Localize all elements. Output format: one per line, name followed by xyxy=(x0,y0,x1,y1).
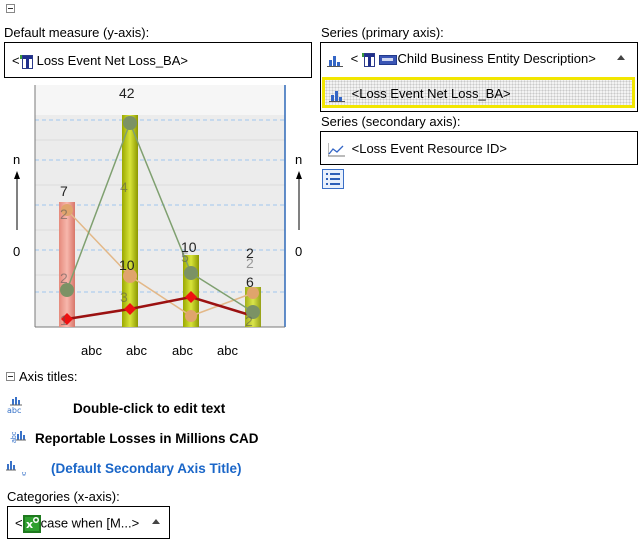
y-axis-title-icon: abc xyxy=(6,426,26,446)
left-axis-label: n xyxy=(13,152,21,167)
categories-suffix: > xyxy=(131,515,140,531)
series-item-resource[interactable]: <Loss Event Resource ID> xyxy=(327,141,507,157)
series-primary-label: Series (primary axis): xyxy=(321,25,444,40)
svg-text:2: 2 xyxy=(60,206,68,222)
default-measure-suffix: > xyxy=(180,53,188,68)
right-axis-label: n xyxy=(295,152,303,167)
chart-preview-svg: 7 42 10 10 2 6 2 4 5 2 2 3 1 2 xyxy=(14,85,302,329)
svg-text:2: 2 xyxy=(246,245,254,261)
calculation-icon: x xyxy=(22,515,41,533)
series-secondary-list[interactable]: <Loss Event Resource ID> xyxy=(320,131,638,165)
collapse-toggle-top[interactable] xyxy=(6,4,15,13)
svg-text:abc: abc xyxy=(21,471,26,476)
series-item-value: Child Business Entity Description xyxy=(397,51,589,66)
y2-axis-title[interactable]: (Default Secondary Axis Title) xyxy=(51,461,242,476)
svg-text:2: 2 xyxy=(60,270,68,286)
x-tick-label: abc xyxy=(126,343,147,358)
categories-field[interactable]: < x case when [M...> xyxy=(7,506,170,539)
entity-icon xyxy=(379,54,398,66)
x-tick-label: abc xyxy=(81,343,102,358)
svg-text:1: 1 xyxy=(60,312,68,328)
svg-text:4: 4 xyxy=(120,179,128,195)
svg-text:7: 7 xyxy=(60,183,68,199)
svg-text:10: 10 xyxy=(181,239,197,255)
chevron-up-icon[interactable] xyxy=(152,519,160,524)
series-item-selected[interactable]: <Loss Event Net Loss_BA> xyxy=(322,77,635,108)
series-item-value: <Loss Event Resource ID> xyxy=(351,141,507,156)
series-item-value: <Loss Event Net Loss_BA> xyxy=(351,86,511,101)
svg-text:abc: abc xyxy=(11,431,18,443)
y2-axis-title-icon: abc xyxy=(6,456,28,483)
y-axis-title[interactable]: Reportable Losses in Millions CAD xyxy=(35,431,259,446)
series-item-prefix: < xyxy=(350,51,359,66)
x-tick-label: abc xyxy=(172,343,193,358)
default-measure-value: Loss Event Net Loss_BA xyxy=(36,53,181,68)
line-series-icon xyxy=(327,142,345,157)
measure-icon xyxy=(19,54,34,69)
collapse-toggle-axis-titles[interactable] xyxy=(6,372,15,381)
svg-text:10: 10 xyxy=(119,257,135,273)
right-axis-zero: 0 xyxy=(295,244,303,259)
bar-series-icon xyxy=(327,53,343,67)
x-axis-title-icon: abc xyxy=(6,396,26,416)
svg-text:2: 2 xyxy=(245,313,253,329)
series-primary-list[interactable]: < Child Business Entity Description> <Lo… xyxy=(320,42,638,112)
series-item-entity[interactable]: < Child Business Entity Description> xyxy=(327,51,596,67)
categories-value: case when [M... xyxy=(40,515,132,531)
default-measure-label: Default measure (y-axis): xyxy=(4,25,150,40)
series-secondary-label: Series (secondary axis): xyxy=(321,114,461,129)
x-axis-title[interactable]: Double-click to edit text xyxy=(73,401,226,416)
svg-text:3: 3 xyxy=(120,289,128,305)
default-measure-prefix: < xyxy=(12,53,20,68)
categories-prefix: < xyxy=(15,515,23,531)
svg-text:5: 5 xyxy=(181,249,189,265)
categories-label: Categories (x-axis): xyxy=(7,489,120,504)
left-axis-zero: 0 xyxy=(13,244,21,259)
bar-series-icon xyxy=(329,88,345,102)
x-tick-label: abc xyxy=(217,343,238,358)
default-measure-field[interactable]: < Loss Event Net Loss_BA> xyxy=(4,42,312,78)
svg-text:6: 6 xyxy=(246,274,254,290)
axis-titles-label: Axis titles: xyxy=(19,369,78,384)
chart-preview[interactable]: 7 42 10 10 2 6 2 4 5 2 2 3 1 2 n 0 n 0 a… xyxy=(0,80,320,370)
series-item-suffix: > xyxy=(588,51,596,66)
svg-text:42: 42 xyxy=(119,85,135,101)
list-icon[interactable] xyxy=(322,169,344,189)
svg-text:2: 2 xyxy=(246,255,254,271)
svg-text:x: x xyxy=(26,518,33,531)
measure-icon xyxy=(361,52,376,67)
chevron-up-icon[interactable] xyxy=(617,55,625,60)
